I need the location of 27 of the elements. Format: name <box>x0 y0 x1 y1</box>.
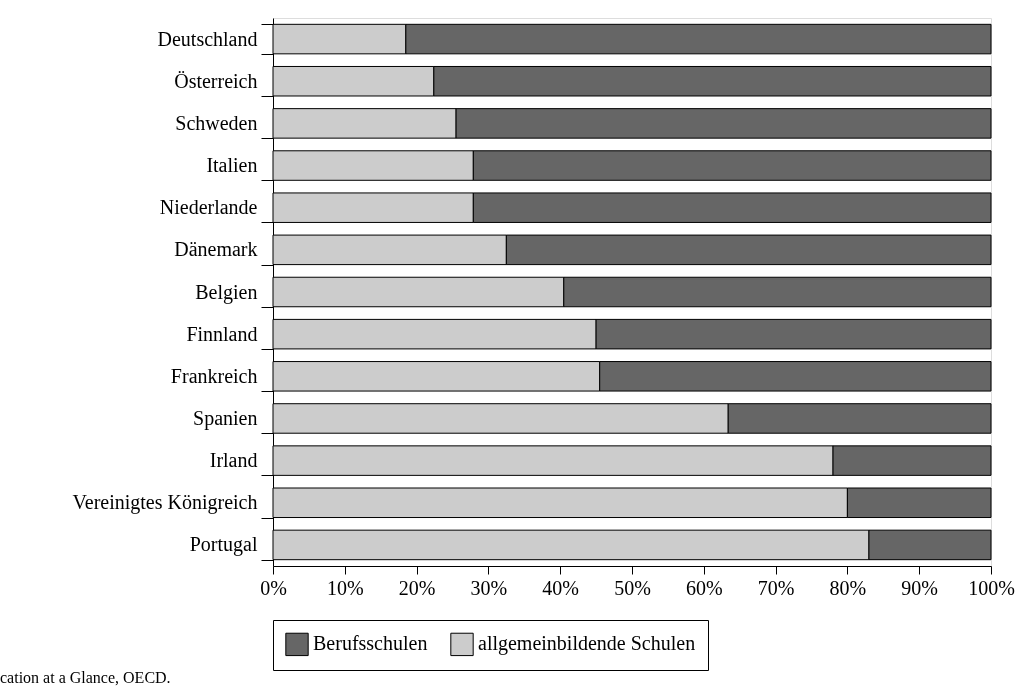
y-tick-label: Portugal <box>189 533 258 557</box>
y-tick-label: Frankreich <box>170 364 258 387</box>
x-tick-label: 80% <box>829 576 867 599</box>
text: cation at a Glance, OECD. <box>0 669 171 686</box>
x-tick-label: 100% <box>968 576 1015 599</box>
y-tick-label: Deutschland <box>157 27 258 50</box>
x-tick-label: 90% <box>901 576 939 599</box>
y-tick-label: Finnland <box>186 322 258 345</box>
legend-label: allgemeinbildende Schulen <box>478 632 696 656</box>
x-tick-label: 30% <box>470 576 508 599</box>
x-tick-label: 40% <box>542 576 580 599</box>
x-tick-label: 70% <box>757 576 795 599</box>
x-tick-label: 20% <box>398 576 436 599</box>
y-tick-label: Niederlande <box>159 196 258 219</box>
y-tick-label: Spanien <box>193 406 258 430</box>
y-tick-label: Vereinigtes Königreich <box>72 491 258 515</box>
x-tick-label: 50% <box>614 576 651 599</box>
x-tick-label: 10% <box>326 576 364 599</box>
y-tick-label: Italien <box>206 154 258 177</box>
y-tick-label: Schweden <box>175 111 258 134</box>
y-tick-label: Irland <box>209 449 258 472</box>
x-tick-label: 0% <box>260 576 287 599</box>
y-tick-label: Dänemark <box>174 238 258 261</box>
y-tick-label: Belgien <box>195 280 258 304</box>
y-tick-label: Österreich <box>174 69 258 92</box>
x-tick-label: 60% <box>685 576 723 599</box>
legend-label: Berufsschulen <box>313 632 428 655</box>
